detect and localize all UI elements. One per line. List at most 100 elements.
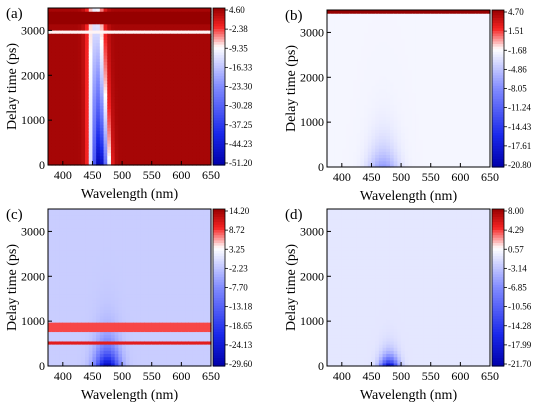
heatmap-cell — [81, 105, 86, 110]
heatmap-cell — [62, 127, 68, 132]
heatmap-cell — [148, 45, 153, 50]
heatmap-cell — [401, 28, 406, 33]
heatmap-cell — [445, 35, 450, 39]
heatmap-cell — [441, 82, 447, 86]
heatmap-cell — [356, 119, 361, 124]
heatmap-cell — [59, 287, 64, 292]
heatmap-cell — [122, 152, 127, 157]
heatmap-cell — [88, 39, 94, 44]
heatmap-cell — [415, 25, 421, 30]
heatmap-cell — [129, 102, 134, 106]
heatmap-cell — [199, 99, 205, 103]
heatmap-cell — [486, 44, 491, 49]
heatmap-cell — [397, 79, 402, 83]
heatmap-cell — [192, 127, 197, 132]
heatmap-cell — [467, 129, 473, 134]
heatmap-cell — [345, 85, 350, 90]
heatmap-cell — [467, 53, 473, 58]
heatmap-cell — [367, 66, 373, 71]
heatmap-cell — [408, 75, 413, 80]
heatmap-cell — [85, 114, 90, 119]
heatmap-cell — [199, 130, 205, 135]
heatmap-cell — [460, 82, 465, 86]
heatmap-cell — [338, 145, 343, 149]
heatmap-cell — [427, 132, 432, 137]
heatmap-cell — [85, 108, 90, 113]
heatmap-cell — [59, 274, 64, 279]
heatmap-cell — [460, 110, 465, 115]
heatmap-cell — [188, 11, 194, 15]
heatmap-cell — [110, 139, 116, 144]
heatmap-cell — [360, 151, 365, 156]
heatmap-cell — [166, 108, 171, 113]
heatmap-cell — [401, 57, 406, 61]
heatmap-cell — [423, 79, 428, 83]
heatmap-cell — [81, 133, 86, 138]
heatmap-cell — [159, 17, 164, 22]
heatmap-cell — [51, 344, 56, 348]
heatmap-cell — [192, 70, 197, 75]
heatmap-cell — [438, 151, 443, 156]
heatmap-cell — [441, 129, 447, 134]
heatmap-cell — [70, 95, 75, 100]
heatmap-cell — [401, 126, 406, 130]
heatmap-cell — [73, 155, 79, 160]
heatmap-cell — [475, 19, 480, 24]
heatmap-cell — [364, 50, 369, 55]
heatmap-cell — [378, 116, 384, 121]
heatmap-cell — [412, 13, 417, 17]
heatmap-cell — [110, 48, 116, 53]
heatmap-cell — [341, 53, 347, 58]
heatmap-cell — [107, 29, 112, 34]
heatmap-cell — [338, 66, 343, 71]
heatmap-cell — [114, 105, 119, 110]
heatmap-cell — [464, 47, 469, 52]
heatmap-cell — [404, 82, 410, 86]
heatmap-cell — [77, 143, 82, 147]
heatmap-cell — [192, 108, 197, 113]
heatmap-cell — [48, 362, 53, 367]
heatmap-cell — [188, 121, 194, 125]
heatmap-cell — [382, 10, 387, 14]
heatmap-cell — [92, 111, 97, 116]
heatmap-cell — [445, 157, 450, 162]
heatmap-cell — [460, 129, 465, 134]
heatmap-cell — [166, 73, 171, 78]
colorbar-segment — [213, 18, 225, 22]
heatmap-cell — [196, 29, 201, 34]
heatmap-cell — [371, 25, 376, 30]
heatmap-cell — [66, 127, 71, 132]
heatmap-cell — [159, 64, 164, 69]
heatmap-cell — [140, 155, 145, 160]
heatmap-cell — [129, 158, 134, 163]
colorbar-tick-label: -30.28 — [229, 101, 253, 111]
heatmap-cell — [136, 39, 142, 44]
heatmap-cell — [159, 58, 164, 62]
heatmap-cell — [397, 135, 402, 140]
heatmap-cell — [88, 67, 94, 72]
heatmap-cell — [66, 143, 71, 147]
heatmap-cell — [367, 60, 373, 64]
heatmap-cell — [48, 268, 53, 273]
heatmap-cell — [360, 160, 365, 165]
heatmap-cell — [404, 16, 410, 21]
heatmap-cell — [62, 86, 68, 91]
heatmap-cell — [48, 95, 53, 100]
heatmap-cell — [59, 256, 64, 260]
heatmap-cell — [486, 38, 491, 42]
heatmap-cell — [55, 124, 60, 128]
heatmap-cell — [170, 161, 175, 166]
heatmap-cell — [173, 42, 179, 47]
heatmap-cell — [55, 337, 60, 342]
heatmap-cell — [412, 16, 417, 21]
heatmap-cell — [393, 110, 398, 115]
heatmap-cell — [207, 161, 212, 166]
heatmap-cell — [404, 72, 410, 77]
heatmap-cell — [456, 16, 461, 21]
heatmap-cell — [349, 88, 354, 93]
heatmap-cell — [125, 99, 131, 103]
heatmap-cell — [397, 82, 402, 86]
heatmap-cell — [148, 33, 153, 37]
heatmap-cell — [192, 48, 197, 53]
heatmap-cell — [401, 41, 406, 46]
